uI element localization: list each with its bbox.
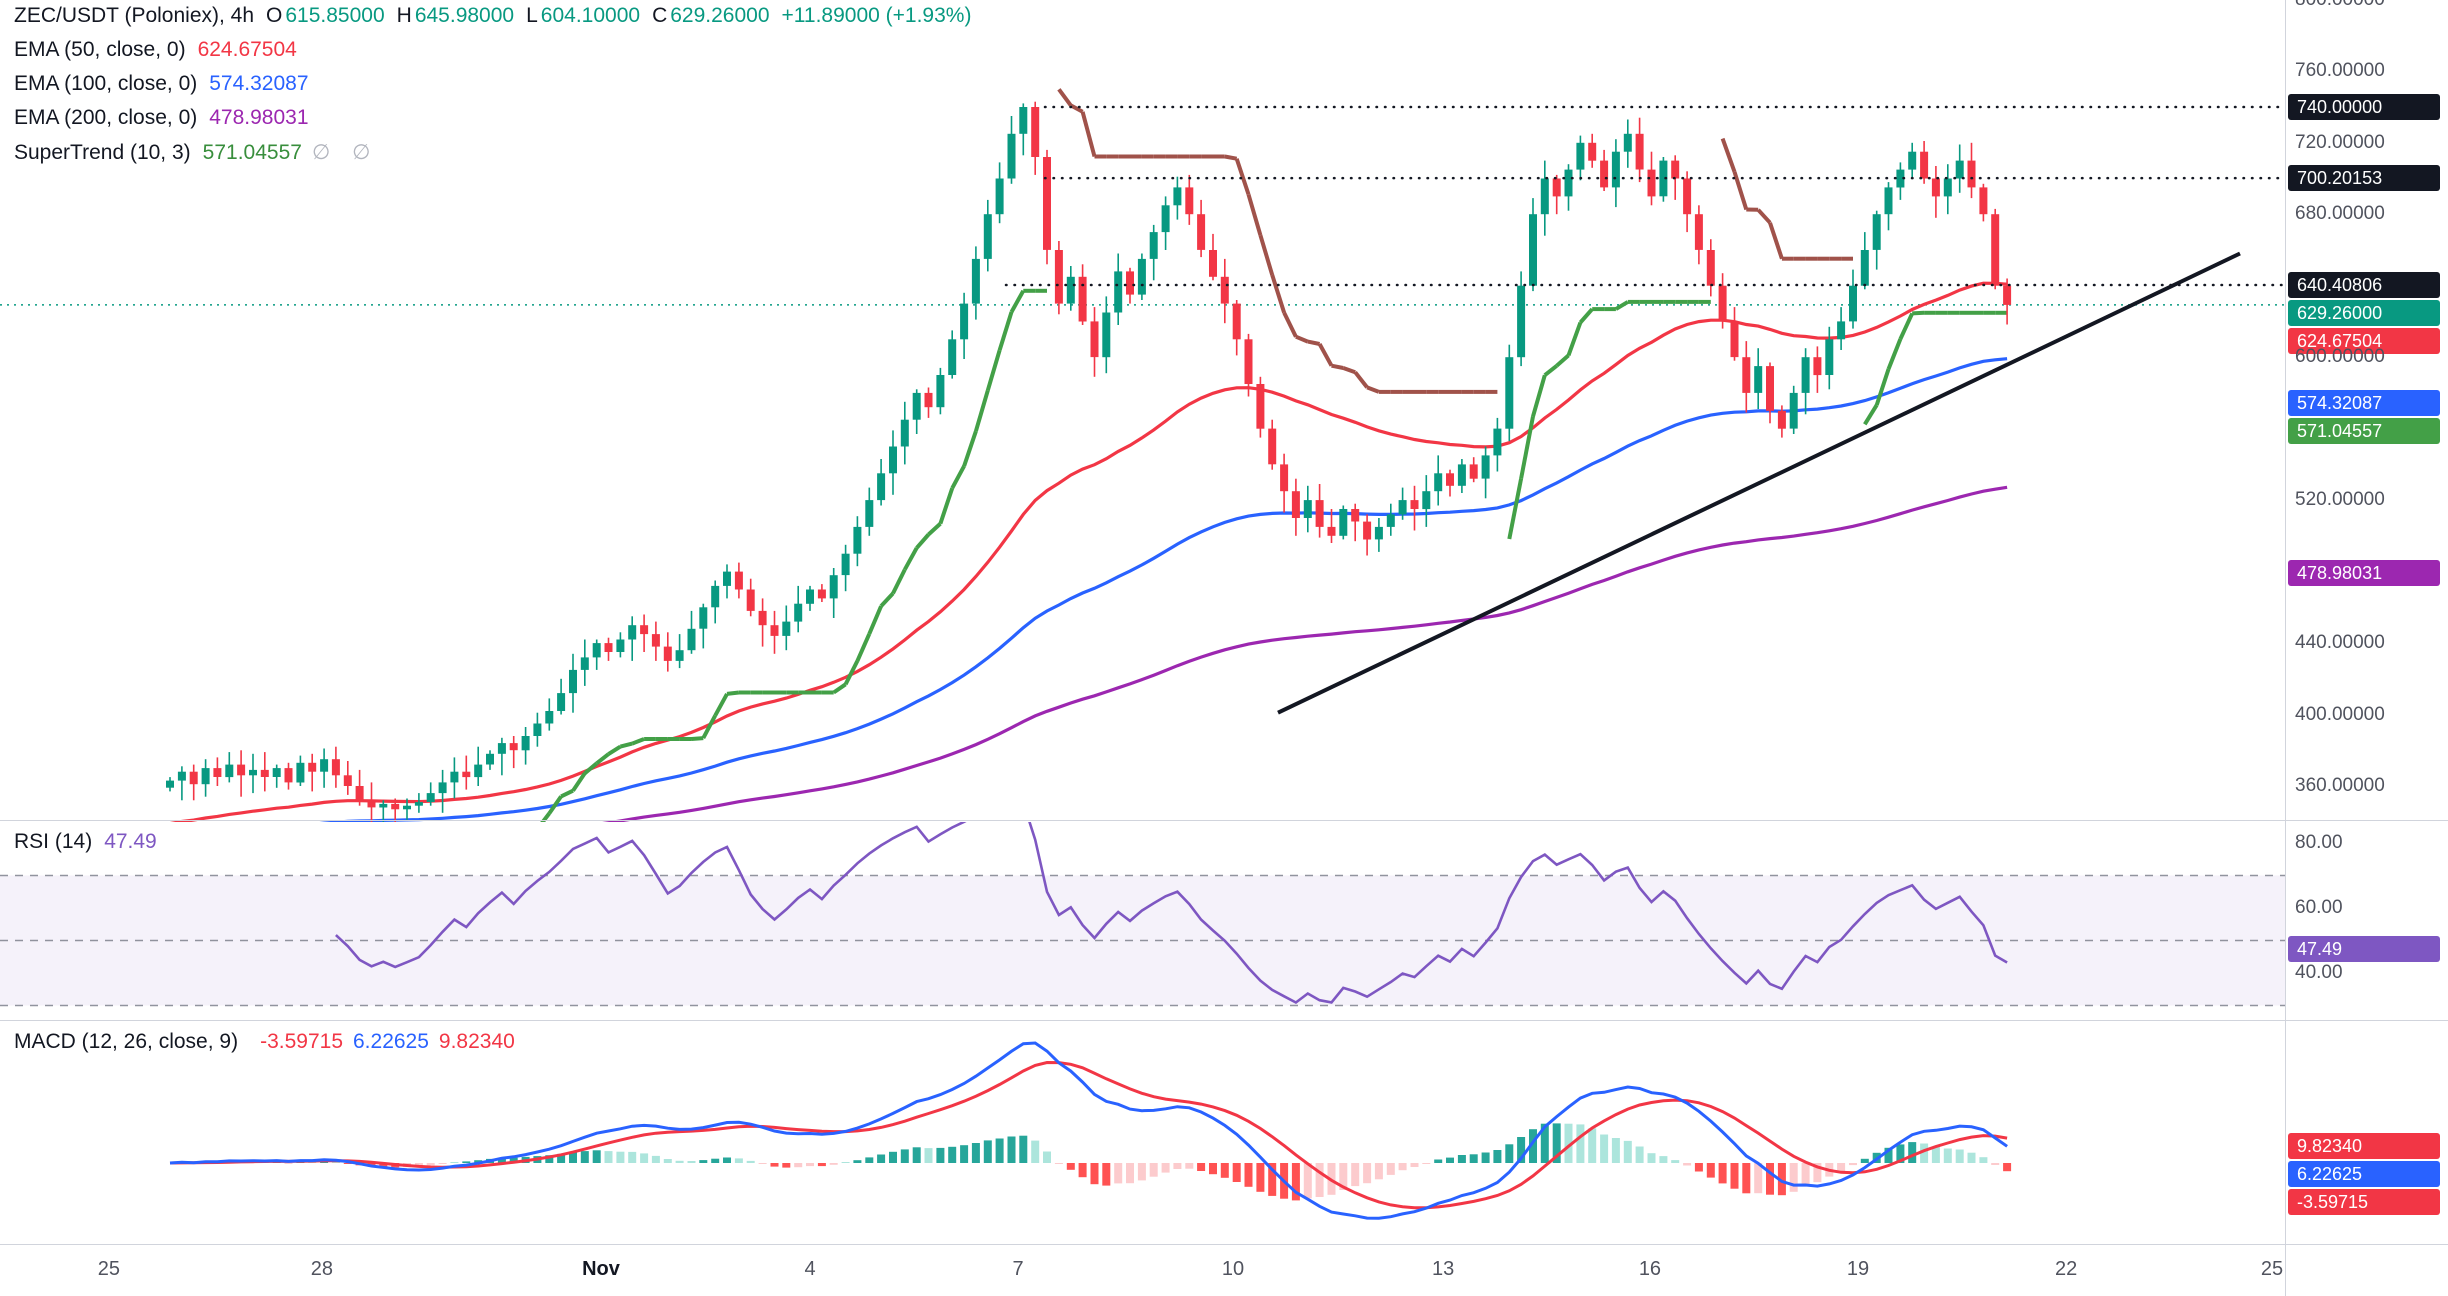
- ema50-line: [169, 281, 2008, 822]
- price-axis-badge: 624.67504: [2288, 327, 2440, 354]
- macd-hist-value: -3.59715: [260, 1030, 343, 1053]
- rsi-value: 47.49: [104, 830, 157, 853]
- supertrend-line: [540, 88, 2008, 822]
- ema200-line: [602, 485, 2008, 822]
- macd-legend-row: MACD (12, 26, close, 9) -3.59715 6.22625…: [14, 1030, 515, 1064]
- macd-legend: MACD (12, 26, close, 9) -3.59715 6.22625…: [14, 1030, 515, 1064]
- price-axis-badge: 574.32087: [2288, 390, 2440, 417]
- ema50-value: 624.67504: [197, 38, 297, 61]
- time-axis-label: 19: [1846, 1258, 1870, 1280]
- ema100-legend-row: EMA (100, close, 0) 574.32087: [14, 72, 971, 106]
- macd-histogram: [201, 1123, 2012, 1201]
- rsi-axis-label: 80.00: [2295, 832, 2343, 853]
- price-axis-label: 800.00000: [2295, 0, 2385, 12]
- macd-label[interactable]: MACD (12, 26, close, 9): [14, 1030, 239, 1053]
- rsi-axis-label: 40.00: [2295, 961, 2343, 983]
- symbol-legend-row: ZEC/USDT (Poloniex), 4h O 615.85000 H 645.…: [14, 4, 971, 38]
- rsi-axis-label: 60.00: [2295, 896, 2343, 918]
- price-change: +11.89000 (+1.93%): [781, 4, 972, 27]
- time-axis-label: 10: [1221, 1258, 1245, 1280]
- rsi-pane-canvas[interactable]: [0, 822, 2285, 1020]
- rsi-legend-row: RSI (14) 47.49: [14, 830, 157, 864]
- price-axis-label: 520.00000: [2295, 489, 2385, 511]
- candles: [166, 101, 2012, 822]
- price-axis[interactable]: 800.00000 760.00000 740.00000 720.00000 700.…: [2285, 0, 2448, 1296]
- time-axis-label: 4: [804, 1258, 816, 1280]
- ema200-legend-row: EMA (200, close, 0) 478.98031: [14, 106, 971, 140]
- ohlc-open: O 615.85000: [266, 4, 385, 27]
- ema200-value: 478.98031: [209, 106, 309, 129]
- axis-separator: [2285, 0, 2286, 1296]
- symbol-legend: ZEC/USDT (Poloniex), 4h O 615.85000 H 645.…: [14, 4, 971, 174]
- price-axis-label: 720.00000: [2295, 131, 2385, 153]
- macd-signal-line: [169, 1060, 2008, 1210]
- macd-axis-badge: -3.59715: [2288, 1188, 2440, 1215]
- rsi-axis-badge: 47.49: [2288, 935, 2440, 962]
- price-axis-badge: 571.04557: [2288, 418, 2440, 445]
- price-axis-label: 440.00000: [2295, 632, 2385, 654]
- ema100-label[interactable]: EMA (100, close, 0): [14, 72, 198, 95]
- pane-separator[interactable]: [0, 1244, 2448, 1245]
- time-axis-label: 13: [1431, 1258, 1455, 1280]
- time-axis-label: 7: [1012, 1258, 1024, 1280]
- ema100-line: [319, 357, 2008, 822]
- time-axis-label: Nov: [582, 1258, 620, 1280]
- time-axis-label: 25: [2260, 1258, 2284, 1280]
- price-pane-canvas[interactable]: [0, 0, 2285, 822]
- ema100-value: 574.32087: [209, 72, 309, 95]
- price-axis-label: 400.00000: [2295, 703, 2385, 725]
- ohlc-low: L 604.10000: [526, 4, 641, 27]
- time-axis-label: 28: [310, 1258, 334, 1280]
- macd-axis-badge: 6.22625: [2288, 1160, 2440, 1187]
- supertrend-empty-icon: ∅ ∅: [311, 141, 379, 164]
- macd-axis-badge: 9.82340: [2288, 1132, 2440, 1159]
- time-axis-label: 16: [1638, 1258, 1662, 1280]
- pane-separator[interactable]: [0, 820, 2448, 821]
- ema200-label[interactable]: EMA (200, close, 0): [14, 106, 198, 129]
- time-axis[interactable]: 25 28 Nov 4 7 10 13 16 19 22 25: [0, 1245, 2448, 1296]
- price-axis-label: 680.00000: [2295, 203, 2385, 225]
- ema50-legend-row: EMA (50, close, 0) 624.67504: [14, 38, 971, 72]
- time-axis-label: 25: [97, 1258, 121, 1280]
- price-axis-label: 760.00000: [2295, 60, 2385, 82]
- macd-signal-value: 9.82340: [438, 1030, 515, 1053]
- trendline: [1277, 251, 2241, 715]
- rsi-line: [335, 822, 2008, 1005]
- ohlc-high: H 645.98000: [396, 4, 515, 27]
- price-axis-label: 360.00000: [2295, 775, 2385, 796]
- supertrend-value: 571.04557: [202, 141, 302, 164]
- price-axis-label: 600.00000: [2295, 346, 2385, 368]
- supertrend-legend-row: SuperTrend (10, 3) 571.04557 ∅ ∅: [14, 140, 971, 174]
- price-axis-badge: 700.20153: [2288, 165, 2440, 192]
- rsi-label[interactable]: RSI (14): [14, 830, 93, 853]
- macd-line-value: 6.22625: [353, 1030, 429, 1053]
- time-axis-label: 22: [2054, 1258, 2078, 1280]
- symbol-title[interactable]: ZEC/USDT (Poloniex), 4h: [14, 4, 255, 27]
- macd-pane-canvas[interactable]: [0, 1022, 2285, 1244]
- rsi-legend: RSI (14) 47.49: [14, 830, 157, 864]
- price-axis-badge: 629.26000: [2288, 299, 2440, 326]
- macd-line: [169, 1041, 2008, 1220]
- price-axis-badge: 478.98031: [2288, 560, 2440, 587]
- pane-separator[interactable]: [0, 1020, 2448, 1021]
- ohlc-close: C 629.26000: [652, 4, 770, 27]
- price-axis-badge: 740.00000: [2288, 94, 2440, 121]
- price-axis-badge: 640.40806: [2288, 271, 2440, 298]
- supertrend-label[interactable]: SuperTrend (10, 3): [14, 141, 191, 164]
- ema50-label[interactable]: EMA (50, close, 0): [14, 38, 186, 61]
